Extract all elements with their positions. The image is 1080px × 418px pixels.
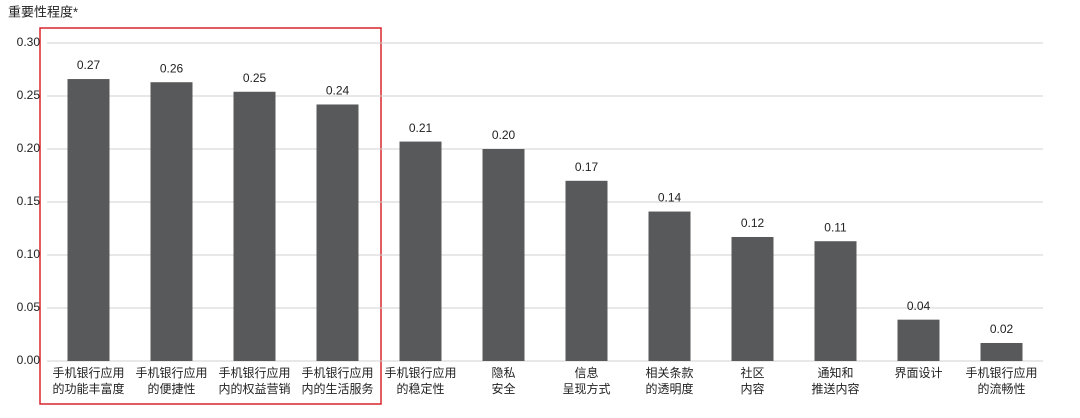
- x-tick-label: 内的权益营销: [218, 381, 290, 396]
- bar: [150, 82, 193, 361]
- x-tick-label: 的便捷性: [147, 381, 195, 396]
- value-label: 0.26: [160, 61, 184, 75]
- x-tick-label: 通知和: [817, 366, 853, 380]
- value-label: 0.04: [907, 299, 931, 313]
- y-tick-label: 0.30: [17, 35, 41, 49]
- value-label: 0.11: [824, 220, 847, 234]
- value-label: 0.27: [77, 58, 101, 72]
- value-label: 0.20: [492, 128, 516, 142]
- highlight-box: [39, 27, 382, 405]
- value-label: 0.21: [409, 121, 433, 135]
- x-tick-label: 隐私: [491, 366, 515, 380]
- y-tick-label: 0.15: [17, 194, 41, 208]
- x-tick-label: 的稳定性: [396, 381, 444, 396]
- bar: [233, 91, 276, 361]
- value-label: 0.02: [990, 322, 1014, 336]
- value-label: 0.24: [326, 84, 350, 98]
- bar: [565, 180, 608, 361]
- x-tick-label: 手机银行应用: [301, 365, 373, 380]
- x-tick-label: 界面设计: [894, 366, 942, 380]
- x-tick-label: 的功能丰富度: [52, 381, 124, 396]
- bar: [67, 79, 110, 361]
- x-tick-label: 手机银行应用: [965, 365, 1037, 380]
- x-tick-label: 呈现方式: [562, 381, 610, 396]
- x-tick-label: 手机银行应用: [52, 365, 124, 380]
- value-label: 0.12: [741, 216, 765, 230]
- y-tick-label: 0.05: [17, 300, 41, 314]
- value-label: 0.25: [243, 71, 267, 85]
- value-label: 0.17: [575, 160, 599, 174]
- bar: [814, 241, 857, 361]
- y-tick-label: 0.20: [17, 141, 41, 155]
- x-tick-label: 社区: [740, 365, 764, 380]
- y-tick-label: 0.25: [17, 88, 41, 102]
- bar: [316, 104, 359, 361]
- x-tick-label: 内的生活服务: [301, 381, 373, 396]
- y-tick-label: 0.10: [17, 247, 41, 261]
- bar: [731, 236, 774, 361]
- x-tick-label: 手机银行应用: [384, 365, 456, 380]
- x-tick-label: 相关条款: [645, 366, 693, 380]
- x-tick-label: 安全: [491, 381, 515, 396]
- y-tick-label: 0.00: [17, 353, 41, 367]
- value-label: 0.14: [658, 191, 682, 205]
- x-tick-label: 手机银行应用: [218, 365, 290, 380]
- x-tick-label: 内容: [740, 381, 764, 396]
- x-tick-label: 的透明度: [645, 381, 693, 396]
- bar: [897, 319, 940, 361]
- bar: [648, 211, 691, 361]
- bar: [399, 141, 442, 361]
- x-tick-label: 手机银行应用: [135, 365, 207, 380]
- y-axis-label: 重要性程度*: [8, 4, 78, 19]
- bar: [482, 149, 525, 361]
- x-tick-label: 信息: [574, 365, 598, 380]
- x-tick-label: 推送内容: [811, 381, 859, 396]
- x-tick-label: 的流畅性: [977, 381, 1025, 396]
- bar: [980, 342, 1023, 361]
